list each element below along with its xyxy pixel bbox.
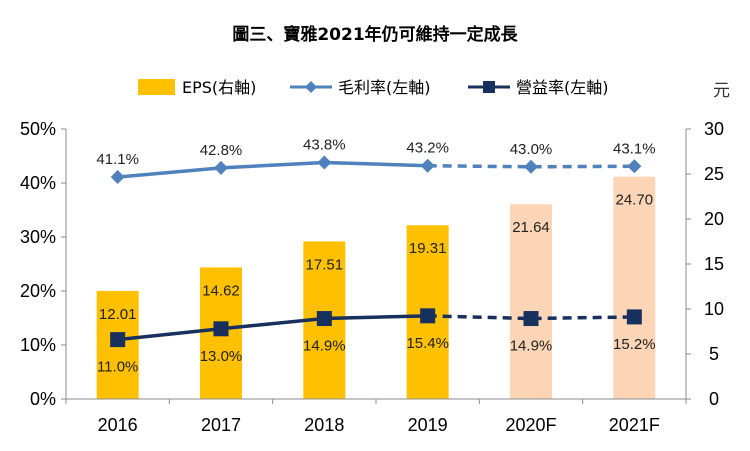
eps-bar	[613, 176, 656, 399]
gross-margin-marker	[420, 158, 435, 173]
legend-marker-gross-margin	[305, 81, 317, 93]
eps-data-label: 14.62	[202, 282, 240, 299]
left-axis-tick-label: 10%	[20, 335, 56, 355]
data-labels: 41.1% 42.8% 43.8% 43.2% 43.0% 43.1% 12.01 14.62…	[96, 136, 655, 375]
legend: EPS(右軸) 毛利率(左軸) 營益率(左軸)	[138, 78, 609, 97]
left-axis-tick-label: 20%	[20, 281, 56, 301]
right-axis-unit: 元	[713, 81, 730, 101]
operating-margin-data-label: 13.0%	[200, 348, 243, 365]
gross-margin-data-label: 43.1%	[613, 140, 656, 157]
gross-margin-marker	[110, 170, 125, 185]
gross-margin-data-label: 43.8%	[303, 136, 346, 153]
eps-data-label: 17.51	[306, 256, 344, 273]
operating-margin-marker	[523, 311, 539, 327]
chart-title: 圖三、寶雅2021年仍可維持一定成長	[232, 24, 518, 45]
gross-margin-marker	[524, 159, 538, 174]
operating-margin-data-label: 14.9%	[303, 338, 346, 355]
eps-data-label: 21.64	[512, 219, 550, 236]
x-axis: 2016 2017 2018 2019 2020F 2021F	[65, 398, 687, 435]
right-axis-tick-label: 10	[704, 299, 724, 319]
right-axis-tick-label: 25	[704, 164, 724, 184]
legend-label-eps: EPS(右軸)	[182, 78, 256, 97]
gross-margin-marker	[627, 159, 642, 174]
operating-margin-marker	[110, 332, 126, 348]
left-axis: 0% 10% 20% 30% 40% 50%	[20, 119, 67, 409]
eps-bars	[96, 176, 656, 399]
operating-margin-data-label: 11.0%	[97, 359, 138, 376]
margin-lines	[110, 155, 642, 348]
eps-data-label: 24.70	[616, 192, 654, 209]
operating-margin-marker	[316, 311, 332, 327]
gross-margin-line-forecast	[427, 163, 635, 169]
left-axis-tick-label: 0%	[30, 389, 56, 409]
x-axis-tick-label: 2020F	[505, 415, 556, 435]
operating-margin-marker	[420, 308, 436, 324]
operating-margin-line-forecast	[427, 314, 635, 321]
operating-margin-data-label: 14.9%	[510, 338, 553, 355]
x-axis-tick-label: 2018	[304, 415, 344, 435]
legend-label-gross-margin: 毛利率(左軸)	[338, 78, 431, 97]
operating-margin-marker	[626, 309, 642, 325]
eps-data-label: 12.01	[99, 306, 137, 323]
x-axis-tick-label: 2017	[201, 415, 241, 435]
operating-margin-line-actual	[117, 314, 428, 342]
gross-margin-data-label: 43.2%	[406, 140, 449, 157]
gross-margin-marker	[317, 155, 332, 170]
right-axis-tick-label: 30	[704, 119, 724, 139]
right-axis-tick-label: 5	[709, 344, 719, 364]
gross-margin-data-label: 41.1%	[96, 151, 139, 168]
right-axis-tick-label: 15	[704, 254, 724, 274]
gross-margin-marker	[214, 160, 228, 175]
gross-margin-line-actual	[117, 160, 428, 179]
legend-swatch-eps	[138, 79, 175, 95]
gross-margin-data-label: 42.8%	[200, 142, 243, 159]
legend-label-operating-margin: 營益率(左軸)	[516, 78, 609, 97]
eps-bar	[510, 204, 552, 399]
x-axis-tick-label: 2021F	[609, 415, 660, 435]
legend-marker-operating-margin	[483, 81, 495, 93]
x-axis-tick-label: 2016	[98, 415, 138, 435]
operating-margin-data-label: 15.2%	[613, 336, 656, 353]
operating-margin-marker	[213, 321, 229, 337]
right-axis: 0 5 10 15 20 25 30	[685, 119, 724, 409]
left-axis-tick-label: 50%	[20, 119, 56, 139]
left-axis-tick-label: 30%	[20, 227, 56, 247]
right-axis-tick-label: 20	[704, 209, 724, 229]
x-axis-tick-label: 2019	[408, 415, 448, 435]
right-axis-tick-label: 0	[709, 389, 719, 409]
eps-data-label: 19.31	[409, 240, 447, 257]
left-axis-tick-label: 40%	[20, 173, 56, 193]
gross-margin-data-label: 43.0%	[510, 141, 553, 158]
operating-margin-data-label: 15.4%	[406, 335, 449, 352]
